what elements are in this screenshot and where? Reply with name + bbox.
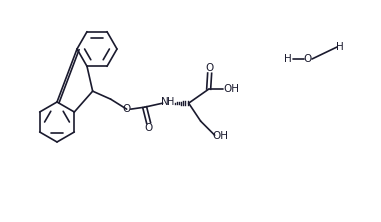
Text: H: H (336, 42, 344, 52)
Text: O: O (144, 123, 153, 133)
Text: H: H (167, 97, 174, 107)
Text: N: N (161, 97, 168, 107)
Text: OH: OH (224, 84, 240, 94)
Text: O: O (304, 54, 312, 64)
Text: O: O (205, 63, 214, 73)
Text: H: H (284, 54, 292, 64)
Text: OH: OH (213, 131, 229, 141)
Text: O: O (123, 104, 131, 114)
